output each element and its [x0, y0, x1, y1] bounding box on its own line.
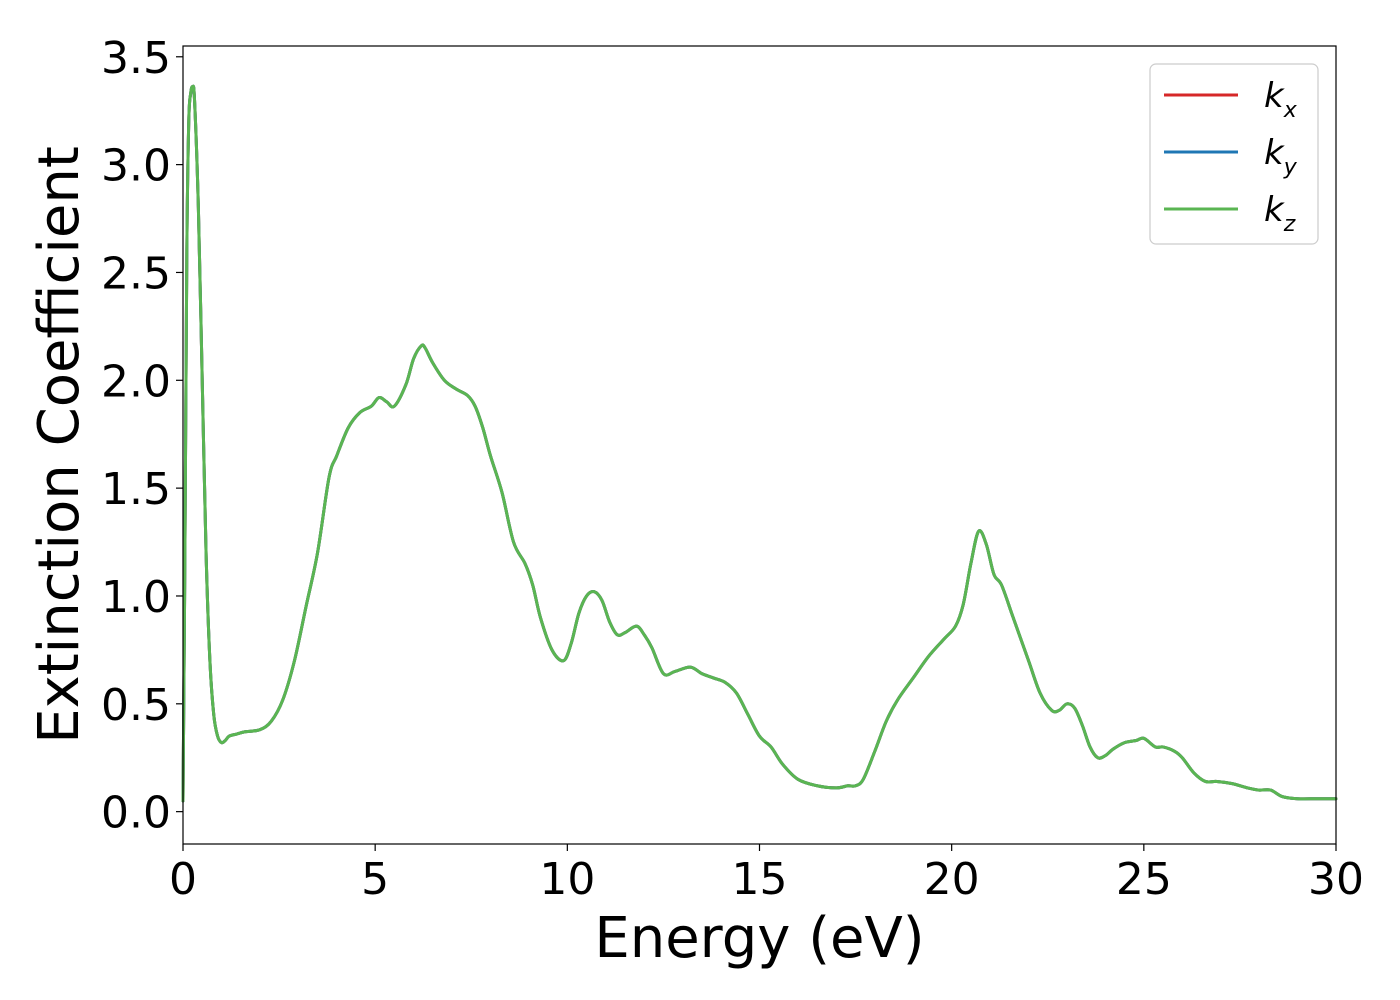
y-axis-label: Extinction Coefficient [27, 146, 92, 744]
legend-entry-label: ky [1264, 133, 1298, 180]
y-tick-label: 2.5 [101, 248, 171, 299]
legend-label-base: k [1264, 190, 1285, 230]
legend-label-subscript: z [1283, 212, 1296, 237]
plot-area-frame [182, 45, 1337, 845]
legend-entry-label: kx [1264, 76, 1298, 123]
y-tick-label: 3.5 [101, 33, 171, 84]
legend-entry-label: kz [1264, 190, 1296, 237]
y-axis-ticks: 0.0 0.5 1.0 1.5 2.0 2.5 3.0 3.5 [101, 33, 183, 839]
legend-label-base: k [1264, 133, 1285, 173]
y-tick-label: 1.5 [101, 464, 171, 515]
y-tick-label: 2.0 [101, 356, 171, 407]
x-tick-label: 15 [732, 854, 788, 905]
legend-label-base: k [1264, 76, 1285, 116]
x-tick-label: 30 [1308, 854, 1364, 905]
x-axis-label: Energy (eV) [594, 906, 924, 971]
y-tick-label: 3.0 [101, 141, 171, 192]
x-tick-label: 20 [924, 854, 980, 905]
series-line-k-z [181, 84, 1338, 803]
x-axis-ticks: 0 5 10 15 20 25 30 [169, 844, 1364, 905]
x-tick-label: 10 [539, 854, 595, 905]
y-tick-label: 1.0 [101, 572, 171, 623]
legend-label-subscript: x [1283, 98, 1298, 123]
y-tick-label: 0.0 [101, 788, 171, 839]
legend-label-subscript: y [1283, 155, 1298, 180]
x-tick-label: 0 [169, 854, 197, 905]
y-tick-label: 0.5 [101, 680, 171, 731]
series-layer [181, 84, 1338, 803]
x-tick-label: 5 [361, 854, 389, 905]
x-tick-label: 25 [1116, 854, 1172, 905]
legend-frame [1149, 63, 1319, 245]
